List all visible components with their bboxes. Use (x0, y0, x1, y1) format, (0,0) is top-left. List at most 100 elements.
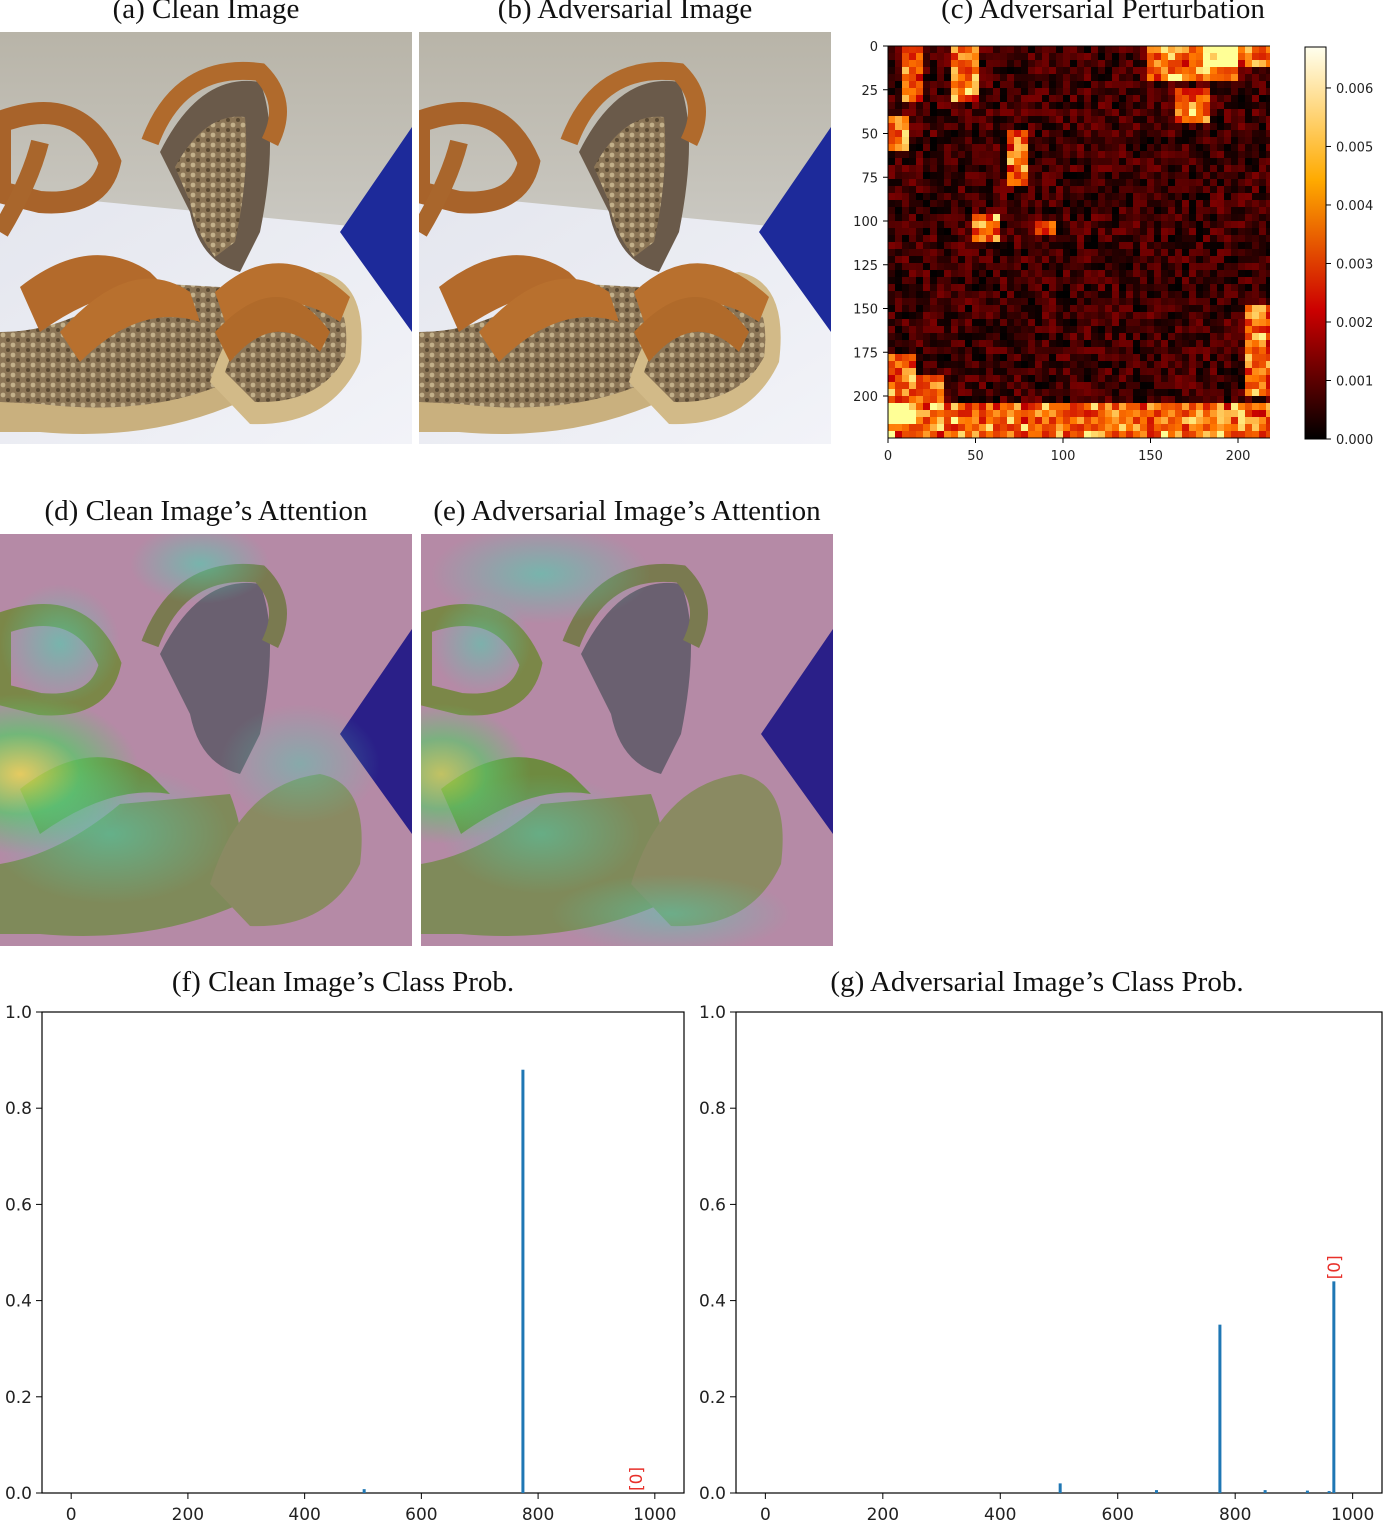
heat-cell (979, 333, 987, 341)
heat-cell (923, 228, 931, 236)
heat-cell (888, 130, 896, 138)
heat-cell (1070, 207, 1078, 215)
heat-cell (1049, 109, 1057, 117)
heat-cell (1049, 256, 1057, 264)
heat-cell (944, 102, 952, 110)
heat-cell (1014, 368, 1022, 376)
heat-cell (972, 200, 980, 208)
heat-cell (944, 270, 952, 278)
heat-cell (1210, 109, 1218, 117)
heat-cell (1119, 102, 1127, 110)
heat-cell (1126, 109, 1134, 117)
heat-cell (1252, 361, 1260, 369)
heat-cell (1119, 214, 1127, 222)
heat-cell (1140, 53, 1148, 61)
heat-cell (958, 396, 966, 404)
heat-cell (1259, 382, 1267, 390)
heat-cell (1203, 361, 1211, 369)
heat-cell (1084, 410, 1092, 418)
heat-cell (1063, 81, 1071, 89)
heat-cell (1035, 172, 1043, 180)
heat-cell (951, 109, 959, 117)
heat-cell (1147, 333, 1155, 341)
heat-cell (1091, 417, 1099, 425)
heat-cell (1133, 340, 1141, 348)
heat-cell (986, 151, 994, 159)
heat-cell (1028, 417, 1036, 425)
heat-cell (930, 326, 938, 334)
heat-cell (965, 207, 973, 215)
heat-cell (1000, 312, 1008, 320)
heat-cell (1091, 130, 1099, 138)
heat-cell (1259, 403, 1267, 411)
heat-cell (1070, 221, 1078, 229)
heat-cell (1252, 207, 1260, 215)
heat-cell (1084, 81, 1092, 89)
heat-cell (1175, 340, 1183, 348)
heat-cell (1245, 424, 1253, 432)
colorbar-tick-label: 0.006 (1336, 82, 1373, 97)
heat-cell (1007, 179, 1015, 187)
heat-cell (958, 333, 966, 341)
heat-cell (1014, 74, 1022, 82)
heat-cell (902, 340, 910, 348)
heat-cell (1028, 165, 1036, 173)
heat-cell (1014, 172, 1022, 180)
heat-cell (1042, 179, 1050, 187)
heat-cell (930, 130, 938, 138)
heat-cell (1196, 298, 1204, 306)
heat-cell (944, 291, 952, 299)
heat-cell (1070, 340, 1078, 348)
heat-cell (1238, 186, 1246, 194)
heat-cell (944, 249, 952, 257)
heat-cell (965, 53, 973, 61)
heat-cell (916, 319, 924, 327)
heat-cell (944, 277, 952, 285)
heat-cell (1056, 228, 1064, 236)
heat-cell (1035, 326, 1043, 334)
heat-cell (972, 396, 980, 404)
heat-cell (1266, 88, 1270, 96)
heat-cell (909, 95, 917, 103)
heat-cell (979, 109, 987, 117)
heat-cell (895, 284, 903, 292)
heat-cell (1266, 81, 1270, 89)
heat-cell (1091, 291, 1099, 299)
heat-cell (1035, 375, 1043, 383)
heat-cell (1245, 172, 1253, 180)
heat-cell (986, 95, 994, 103)
heat-cell (965, 249, 973, 257)
heat-cell (1182, 88, 1190, 96)
heat-cell (1021, 312, 1029, 320)
heat-cell (986, 319, 994, 327)
heat-cell (1063, 389, 1071, 397)
heat-cell (1168, 46, 1176, 54)
heat-cell (1021, 368, 1029, 376)
heat-cell (1000, 158, 1008, 166)
heat-cell (1070, 277, 1078, 285)
heat-cell (1203, 81, 1211, 89)
heat-cell (1049, 88, 1057, 96)
heat-cell (1147, 312, 1155, 320)
heat-cell (1175, 424, 1183, 432)
heat-cell (1098, 382, 1106, 390)
heat-cell (1105, 60, 1113, 68)
heat-cell (1035, 417, 1043, 425)
heat-cell (1070, 284, 1078, 292)
heat-cell (979, 249, 987, 257)
heat-cell (923, 193, 931, 201)
heat-cell (1112, 298, 1120, 306)
heat-cell (1182, 235, 1190, 243)
heat-cell (1063, 130, 1071, 138)
heat-cell (993, 221, 1001, 229)
heat-cell (930, 221, 938, 229)
heat-cell (1210, 417, 1218, 425)
heat-cell (1133, 242, 1141, 250)
heat-cell (1182, 116, 1190, 124)
heat-cell (1161, 298, 1169, 306)
heat-cell (1259, 207, 1267, 215)
heat-cell (986, 424, 994, 432)
heat-cell (1056, 102, 1064, 110)
heat-cell (1028, 424, 1036, 432)
heat-cell (1147, 305, 1155, 313)
